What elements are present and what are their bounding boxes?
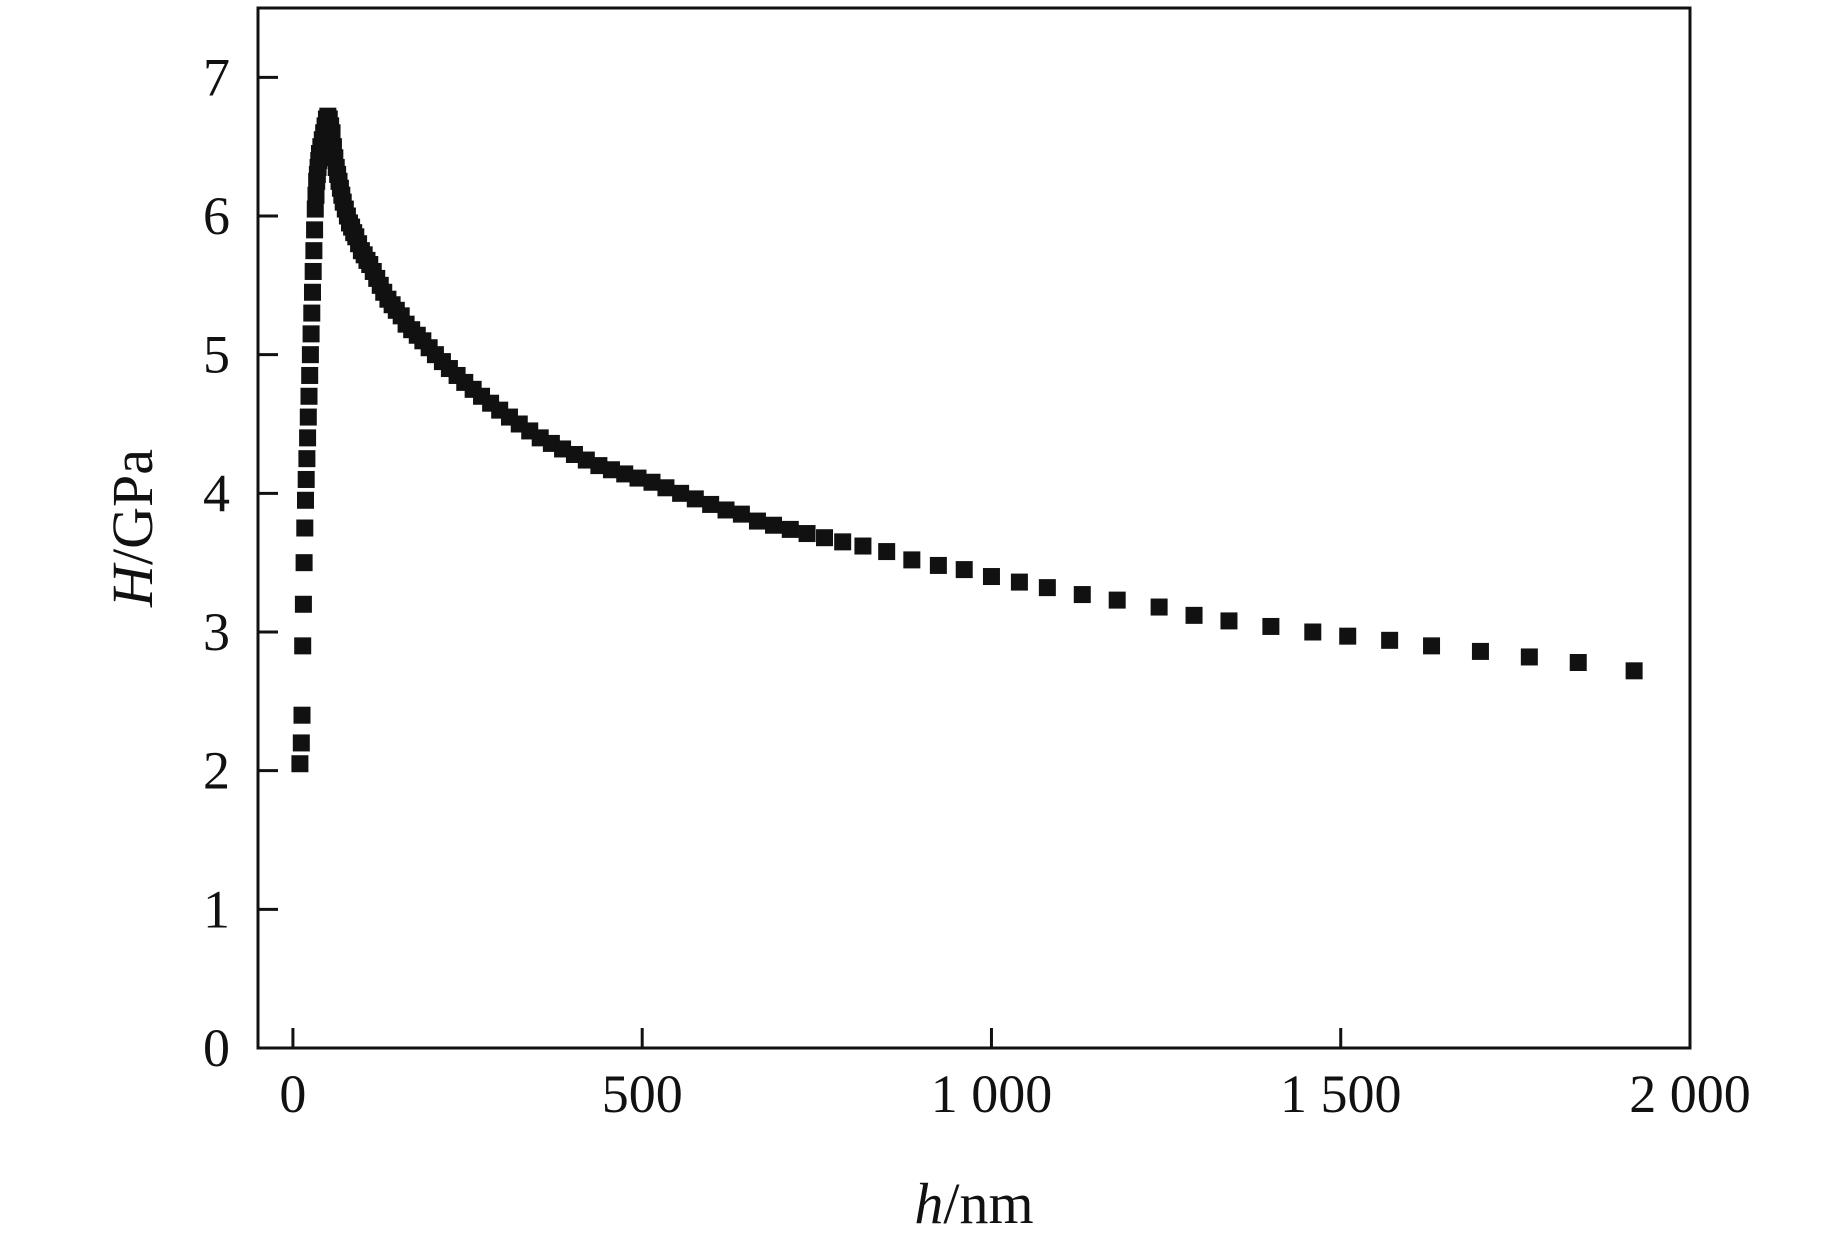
data-point [1073,586,1091,604]
y-tick-label: 1 [203,879,230,939]
data-point [732,505,750,523]
data-point [686,490,704,508]
data-point [854,537,872,555]
data-point [303,304,321,322]
data-point [295,554,313,572]
y-tick-label: 7 [203,47,230,107]
data-point [307,186,325,204]
data-point [306,200,324,218]
data-point [306,221,324,239]
data-point [303,283,321,301]
x-axis-unit: /nm [943,1171,1033,1236]
data-point [672,484,690,502]
x-tick-label: 1 500 [1280,1064,1402,1124]
y-axis-unit: /GPa [100,449,165,565]
y-tick-label: 6 [203,186,230,246]
y-tick-label: 5 [203,325,230,385]
data-point [834,533,852,551]
data-point [294,637,312,655]
data-point [878,543,896,561]
data-point [717,501,735,519]
data-point [298,450,316,468]
data-point [323,124,341,142]
x-tick-label: 0 [279,1064,306,1124]
data-point [1038,579,1056,597]
data-point [616,465,634,483]
plot-frame [256,6,1692,1050]
data-point [629,469,647,487]
x-axis-ticks: 0 500 1 000 1 500 2 000 [279,1028,1751,1124]
data-point [1010,573,1028,591]
x-tick-label: 2 000 [1629,1064,1751,1124]
y-axis-variable: H [100,562,165,608]
y-tick-label: 0 [203,1018,230,1078]
data-point [657,479,675,497]
y-tick-label: 3 [203,602,230,662]
data-point [1220,612,1238,630]
data-point [301,346,319,364]
data-point [1339,627,1357,645]
data-point [781,520,799,538]
data-point [292,734,310,752]
data-point [1423,637,1441,655]
data-point [297,491,315,509]
data-point [1262,617,1280,635]
x-axis-variable: h [914,1171,943,1236]
data-point [1150,598,1168,616]
data-point [297,470,315,488]
data-point [1569,654,1587,672]
y-tick-label: 2 [203,741,230,801]
data-point [643,473,661,491]
data-markers [291,107,1643,773]
data-point [765,516,783,534]
data-point [1520,648,1538,666]
data-point [955,561,973,579]
data-point [1381,631,1399,649]
data-point [1304,623,1322,641]
data-point [1471,642,1489,660]
data-point [982,568,1000,586]
data-point [1185,606,1203,624]
x-axis-title: h/nm [914,1171,1033,1236]
data-point [296,519,314,537]
data-point [301,366,319,384]
data-point [1108,591,1126,609]
data-point [816,529,834,547]
data-point [304,262,322,280]
data-point [1625,662,1643,680]
y-tick-label: 4 [203,463,230,523]
data-point [929,556,947,574]
data-point [299,408,317,426]
data-point [300,387,318,405]
data-point [299,429,317,447]
y-axis-ticks: 0 1 2 3 4 5 6 7 [203,47,278,1078]
data-point [702,495,720,513]
data-point [305,242,323,260]
data-point [903,551,921,569]
x-tick-label: 500 [602,1064,683,1124]
data-point [798,525,816,543]
data-point [291,755,309,773]
data-point [602,461,620,479]
x-tick-label: 1 000 [931,1064,1053,1124]
data-point [748,512,766,530]
y-axis-title: H/GPa [100,449,165,608]
data-point [302,325,320,343]
data-point [293,706,311,724]
data-point [294,595,312,613]
